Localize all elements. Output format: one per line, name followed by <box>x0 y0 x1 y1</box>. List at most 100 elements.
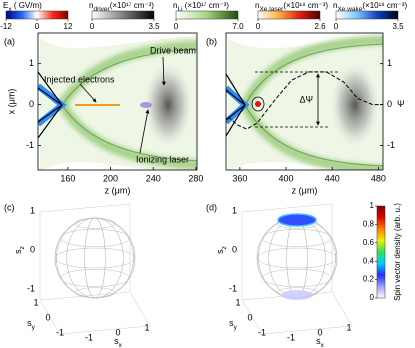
x-tick-label: 160 <box>60 173 75 183</box>
meridian <box>258 217 336 299</box>
meridian <box>258 217 336 299</box>
spin-density <box>277 213 317 227</box>
label-main: s <box>229 318 234 328</box>
tick-label: 1 <box>370 201 375 210</box>
label-main: s <box>27 318 32 328</box>
latitude <box>74 287 116 298</box>
colorbar <box>335 10 399 20</box>
sphere-outline <box>256 217 338 299</box>
tick-label: 0 <box>370 293 375 302</box>
sz-tick-label: -1 <box>27 283 35 293</box>
annotation-arrow <box>161 56 166 86</box>
y-tick-label: -1 <box>26 140 34 150</box>
sx-tick-label: 1 <box>346 322 351 332</box>
tick-label: 0.2 <box>363 275 375 284</box>
label-main: s <box>316 336 321 346</box>
label-main: s <box>114 336 119 346</box>
colorbar <box>91 10 155 20</box>
label-main: E <box>3 1 8 10</box>
label-main: n <box>89 1 93 10</box>
sy-tick-label: -1 <box>56 327 64 337</box>
label-sub: x <box>8 6 12 13</box>
colorbar-label: nLi (×10¹⁷ cm⁻³) <box>173 1 229 13</box>
meridian <box>66 217 124 299</box>
sz-tick-label: 1 <box>232 205 237 215</box>
label-sub: y <box>234 324 238 331</box>
sx-tick-label: 1 <box>144 322 149 332</box>
x-tick-label: 280 <box>188 173 203 183</box>
panel-tag: (b) <box>206 36 217 46</box>
sy-axis-label: sy <box>229 318 238 331</box>
x-tick-label: 360 <box>232 173 247 183</box>
y2-tick-label: 0 <box>387 99 392 109</box>
sx-axis-label: sx <box>316 336 325 348</box>
label-unit: (×10¹⁸ cm⁻³) <box>362 1 407 10</box>
label-main: n <box>173 1 177 10</box>
label-main: n <box>333 1 337 10</box>
latitude <box>60 269 130 287</box>
latitude <box>256 247 338 269</box>
panel-tag: (c) <box>4 202 15 212</box>
colorbar <box>175 10 239 20</box>
label-unit: (×10¹⁷ cm⁻³) <box>110 1 155 10</box>
x-axis-label: z (μm) <box>292 185 318 195</box>
x-tick-label: 400 <box>279 173 294 183</box>
tick-label: 0.6 <box>363 238 375 247</box>
x-tick-label: 480 <box>371 173 386 183</box>
label-sub: driver <box>93 6 110 13</box>
meridian <box>56 217 134 299</box>
label-sub: y <box>32 324 36 331</box>
tick-label: -12 <box>0 22 12 31</box>
x-tick-label: 440 <box>325 173 340 183</box>
label-sub: z <box>19 246 26 249</box>
label-sub: Xe,laser <box>259 6 284 13</box>
meridian <box>66 217 124 299</box>
annotation: ΔΨ <box>299 94 313 104</box>
panel-tag: (a) <box>4 36 15 46</box>
label-main: n <box>255 1 259 10</box>
sy-tick-label: 1 <box>33 297 38 307</box>
sphere <box>39 203 151 335</box>
tick-label: 3.5 <box>148 22 160 31</box>
sx-tick-label: 0 <box>317 327 322 337</box>
tick-label: 3.5 <box>392 22 404 31</box>
sx-axis-label: sx <box>114 336 123 348</box>
colorbar <box>5 10 69 20</box>
meridian <box>286 217 308 299</box>
sy-tick-label: 0 <box>45 312 50 322</box>
colorbar-label: ndriver(×10¹⁷ cm⁻³) <box>89 1 154 13</box>
wake-image <box>38 36 197 170</box>
sz-axis-label: sz <box>13 246 26 254</box>
latitude <box>262 269 332 287</box>
label-unit: ( GV/m) <box>12 1 43 10</box>
tick-label: 0 <box>334 22 339 31</box>
y-tick-label: 0 <box>29 99 34 109</box>
sz-tick-label: -1 <box>229 283 237 293</box>
psi-curve <box>227 71 383 130</box>
sx-tick-label: 0 <box>115 327 120 337</box>
colorbar-label: nXe,wake(×10¹⁸ cm⁻³) <box>333 1 407 13</box>
latitude <box>74 218 116 229</box>
label-unit: (×10¹⁸ cm⁻³) <box>283 1 328 10</box>
annotation-arrow <box>79 83 97 103</box>
tick-label: 7.0 <box>232 22 244 31</box>
colorbar <box>376 205 386 299</box>
colorbar-label: Ex ( GV/m) <box>3 1 42 13</box>
label-unit: (×10¹⁷ cm⁻³) <box>183 1 230 10</box>
tick-label: 2.6 <box>314 22 326 31</box>
label-sub: x <box>119 342 123 348</box>
tick-label: 0 <box>90 22 95 31</box>
label-sub: Li <box>177 6 182 13</box>
sy-tick-label: -1 <box>258 327 266 337</box>
y-axis-label: x (μm) <box>6 89 16 115</box>
label-sub: x <box>321 342 325 348</box>
annotation-arrow <box>139 109 150 154</box>
sz-tick-label: 0 <box>30 244 35 254</box>
y2-axis-label: Ψ <box>397 99 405 109</box>
axes-frame <box>225 32 384 171</box>
colorbar <box>257 10 321 20</box>
axes-frame <box>37 32 198 171</box>
tick-label: 0 <box>174 22 179 31</box>
meridian <box>84 217 106 299</box>
